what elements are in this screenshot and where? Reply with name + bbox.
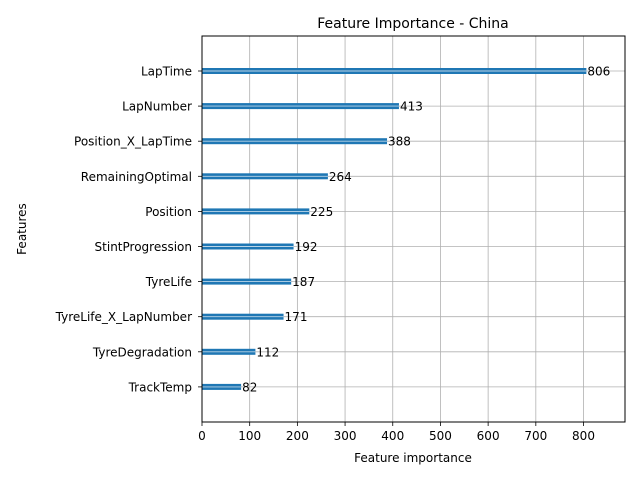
x-tick-label: 0 <box>198 429 206 443</box>
bar-layer <box>202 68 587 390</box>
data-label: 225 <box>310 205 333 219</box>
data-label: 388 <box>388 135 411 149</box>
x-tick-label: 300 <box>334 429 357 443</box>
data-label: 806 <box>587 65 610 79</box>
data-label: 413 <box>400 100 423 114</box>
x-tick-label: 400 <box>381 429 404 443</box>
data-label: 82 <box>242 380 257 394</box>
y-tick-label: TyreLife <box>145 275 192 289</box>
tick-layer: 0 100 200 300 400 500 600 700 800 LapTime LapNumbe… <box>55 65 595 444</box>
chart-title: Feature Importance - China <box>317 16 509 32</box>
y-axis-label: Features <box>15 203 29 255</box>
data-label: 171 <box>285 310 308 324</box>
x-tick-label: 700 <box>524 429 547 443</box>
label-layer: 806 413 388 264 225 192 187 171 112 82 <box>242 65 610 395</box>
data-label: 264 <box>329 170 352 184</box>
y-tick-label: Position <box>145 205 192 219</box>
x-tick-label: 800 <box>572 429 595 443</box>
x-tick-label: 500 <box>429 429 452 443</box>
y-tick-label: Position_X_LapTime <box>74 135 192 149</box>
plot-frame <box>201 35 626 423</box>
y-tick-label: LapTime <box>141 65 192 79</box>
y-tick-label: StintProgression <box>95 240 192 254</box>
data-label: 112 <box>256 345 279 359</box>
y-tick-label: LapNumber <box>122 100 192 114</box>
x-tick-label: 200 <box>286 429 309 443</box>
y-tick-label: RemainingOptimal <box>81 170 192 184</box>
x-axis-label: Feature importance <box>354 451 472 465</box>
x-tick-label: 600 <box>477 429 500 443</box>
y-tick-label: TyreDegradation <box>92 345 192 359</box>
data-label: 187 <box>292 275 315 289</box>
x-tick-label: 100 <box>238 429 261 443</box>
data-label: 192 <box>295 240 318 254</box>
y-tick-label: TrackTemp <box>128 380 192 394</box>
y-tick-label: TyreLife_X_LapNumber <box>55 310 192 324</box>
grid-layer <box>201 36 625 422</box>
